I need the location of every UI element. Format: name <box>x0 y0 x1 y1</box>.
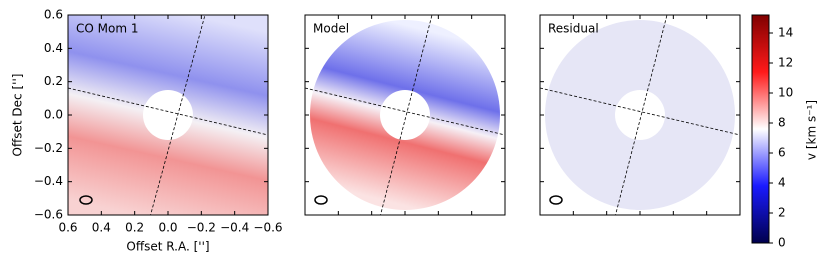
x-tick-label: −0.2 <box>187 221 216 235</box>
x-tick-label: 0.6 <box>58 221 77 235</box>
colorbar-tick-label: 0 <box>778 236 786 250</box>
colorbar-tick-label: 10 <box>778 86 793 100</box>
y-tick-label: 0.2 <box>44 74 63 88</box>
y-tick-label: −0.6 <box>34 208 63 222</box>
colorbar-label: v [km s⁻¹] <box>805 100 819 160</box>
y-tick-label: 0.0 <box>44 108 63 122</box>
x-tick-label: 0.0 <box>158 221 177 235</box>
colorbar-tick-label: 4 <box>778 176 786 190</box>
colorbar-tick-label: 6 <box>778 146 786 160</box>
y-tick-label: 0.4 <box>44 41 63 55</box>
colorbar-tick-label: 2 <box>778 206 786 220</box>
y-axis-label: Offset Dec [''] <box>11 74 25 157</box>
x-tick-label: 0.2 <box>125 221 144 235</box>
panel-title: Model <box>313 22 349 36</box>
x-tick-label: 0.4 <box>92 221 111 235</box>
x-tick-label: −0.4 <box>220 221 249 235</box>
x-tick-label: −0.6 <box>253 221 282 235</box>
panel-images <box>67 14 770 244</box>
x-axis-label: Offset R.A. [''] <box>126 240 209 254</box>
y-tick-label: −0.4 <box>34 174 63 188</box>
colorbar-tick-label: 12 <box>778 56 793 70</box>
panel-title: CO Mom 1 <box>76 22 138 36</box>
panel-title: Residual <box>548 22 599 36</box>
colorbar-tick-label: 8 <box>778 116 786 130</box>
colorbar-tick-label: 14 <box>778 26 793 40</box>
y-tick-label: −0.2 <box>34 141 63 155</box>
y-tick-label: 0.6 <box>44 8 63 22</box>
